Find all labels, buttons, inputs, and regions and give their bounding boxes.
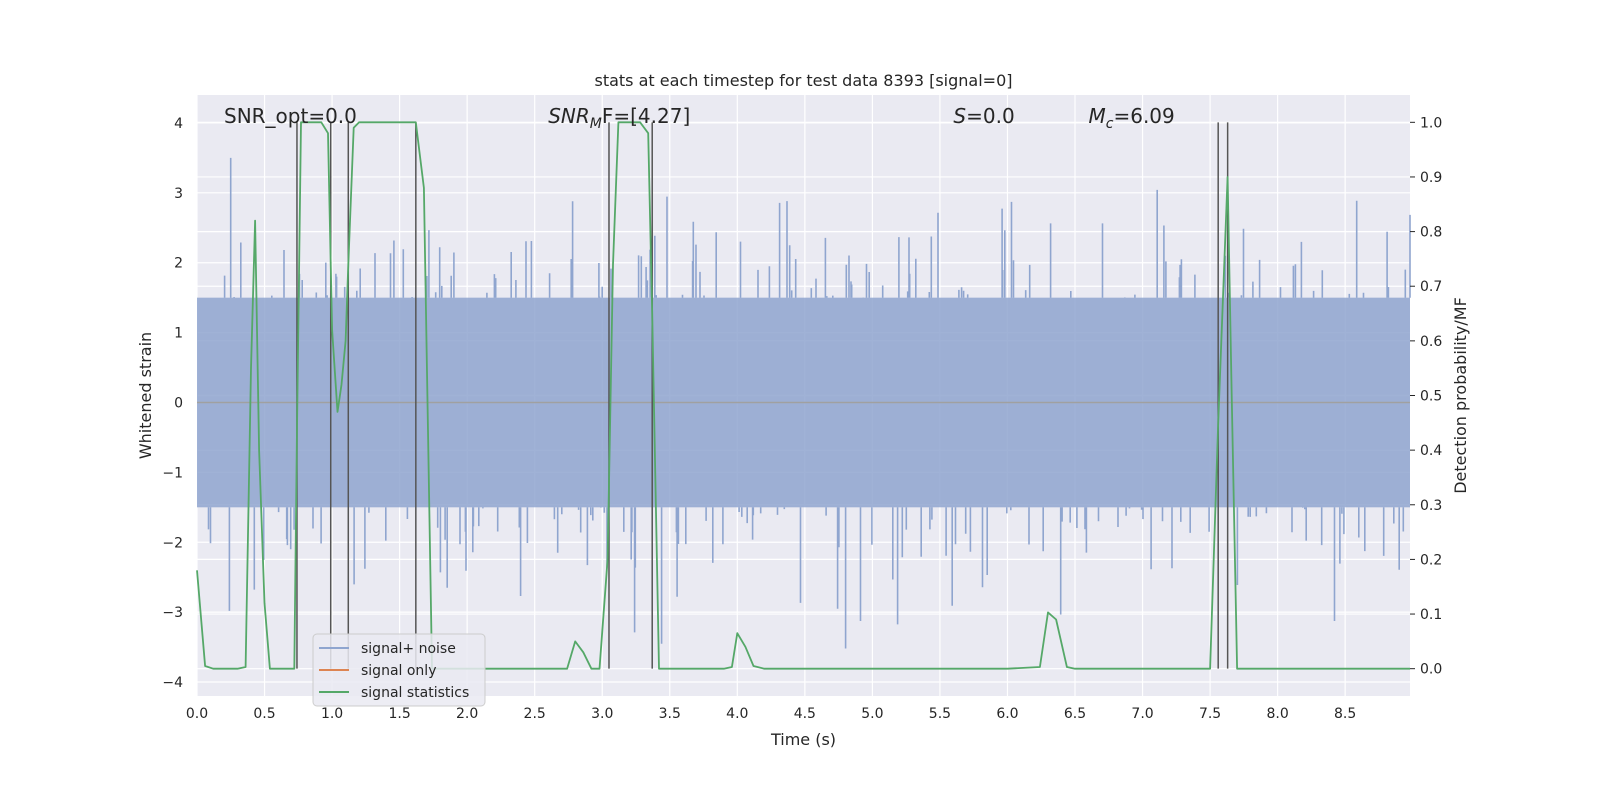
x-tick-label: 7.0 bbox=[1131, 706, 1153, 722]
y2-axis-ticks: 0.0 0.1 0.2 0.3 0.4 0.5 0.6 0.7 0.8 0.9 1.0 bbox=[1410, 115, 1442, 678]
x-axis-ticks: 0.0 0.5 1.0 1.5 2.0 2.5 3.0 3.5 4.0 4.5 5.0 5.5 6.0 6… bbox=[186, 706, 1356, 722]
x-tick-label: 3.0 bbox=[591, 706, 613, 722]
legend-label: signal+ noise bbox=[361, 641, 456, 657]
y-tick-label: 2 bbox=[174, 256, 183, 272]
y2-tick-label: 0.4 bbox=[1420, 443, 1442, 459]
x-tick-label: 8.5 bbox=[1334, 706, 1356, 722]
signal-statistics-line bbox=[196, 121, 1410, 670]
annotations: SNR_opt=0.0 SNRMF=[4.27] S=0.0 Mc=6.09 bbox=[224, 104, 1175, 132]
y-axis-ticks: −4 −3 −2 −1 0 1 2 3 4 bbox=[162, 116, 183, 691]
y2-tick-label: 0.9 bbox=[1420, 170, 1442, 186]
legend-box bbox=[312, 633, 486, 707]
y-tick-label: 0 bbox=[174, 395, 183, 411]
annotation-text: Mc=6.09 bbox=[1089, 104, 1175, 132]
y2-axis-label: Detection probability/MF bbox=[1451, 297, 1470, 494]
legend-label: signal only bbox=[361, 663, 436, 679]
y-tick-label: −4 bbox=[162, 675, 183, 691]
y-tick-label: 1 bbox=[174, 326, 183, 342]
x-tick-label: 6.0 bbox=[996, 706, 1018, 722]
y2-tick-label: 0.2 bbox=[1420, 552, 1442, 568]
x-axis-label: Time (s) bbox=[770, 730, 836, 749]
x-tick-label: 5.0 bbox=[861, 706, 883, 722]
y2-tick-label: 0.8 bbox=[1420, 225, 1442, 241]
noise-spikes bbox=[207, 157, 1411, 649]
x-tick-label: 4.5 bbox=[794, 706, 816, 722]
x-tick-label: 6.5 bbox=[1064, 706, 1086, 722]
x-tick-label: 2.0 bbox=[456, 706, 478, 722]
y2-tick-label: 1.0 bbox=[1420, 115, 1442, 131]
y-tick-label: 4 bbox=[174, 116, 183, 132]
x-tick-label: 0.5 bbox=[253, 706, 275, 722]
signal-statistics-series bbox=[196, 121, 1410, 670]
y2-tick-label: 0.3 bbox=[1420, 498, 1442, 514]
y-tick-label: −2 bbox=[162, 535, 183, 551]
legend-label: signal statistics bbox=[361, 685, 469, 701]
x-tick-label: 3.5 bbox=[659, 706, 681, 722]
x-tick-label: 1.5 bbox=[388, 706, 410, 722]
x-tick-label: 5.5 bbox=[929, 706, 951, 722]
detection-vertical-lines bbox=[296, 122, 1229, 669]
legend: signal+ noise signal only signal statistic… bbox=[312, 633, 486, 707]
y2-tick-label: 0.0 bbox=[1420, 662, 1442, 678]
annotation-text: S=0.0 bbox=[953, 104, 1014, 128]
y-tick-label: −3 bbox=[162, 605, 183, 621]
y2-tick-label: 0.6 bbox=[1420, 334, 1442, 350]
x-tick-label: 0.0 bbox=[186, 706, 208, 722]
annotation-text: SNRMF=[4.27] bbox=[548, 104, 690, 132]
annotation-text: SNR_opt=0.0 bbox=[224, 104, 357, 128]
y-tick-label: 3 bbox=[174, 186, 183, 202]
y2-tick-label: 0.5 bbox=[1420, 389, 1442, 405]
y-axis-label: Whitened strain bbox=[136, 332, 155, 459]
chart-title: stats at each timestep for test data 839… bbox=[594, 71, 1012, 90]
x-tick-label: 7.5 bbox=[1199, 706, 1221, 722]
x-tick-label: 4.0 bbox=[726, 706, 748, 722]
y-tick-label: −1 bbox=[162, 465, 183, 481]
x-tick-label: 2.5 bbox=[524, 706, 546, 722]
y2-tick-label: 0.7 bbox=[1420, 279, 1442, 295]
x-tick-label: 8.0 bbox=[1266, 706, 1288, 722]
y2-tick-label: 0.1 bbox=[1420, 607, 1442, 623]
x-tick-label: 1.0 bbox=[321, 706, 343, 722]
